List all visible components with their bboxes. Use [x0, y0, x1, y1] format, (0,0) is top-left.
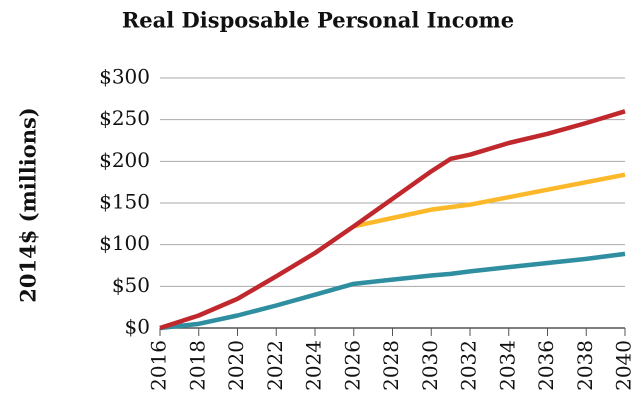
y-tick-label: $50: [112, 273, 150, 297]
x-tick-label: 2036: [534, 340, 558, 391]
line-series: [159, 251, 626, 331]
chart-title: Real Disposable Personal Income: [122, 8, 514, 33]
x-tick-label: 2030: [418, 340, 442, 391]
y-tick-label: $250: [99, 106, 150, 130]
y-tick-label: $0: [125, 315, 150, 339]
x-tick-label: 2032: [457, 340, 481, 391]
x-tick-label: 2024: [302, 340, 326, 391]
x-tick-label: 2026: [340, 340, 364, 391]
y-tick-label: $100: [99, 231, 150, 255]
x-tick-label: 2022: [263, 340, 287, 391]
y-axis-title: 2014$ (millions): [16, 107, 41, 302]
y-tick-label: $200: [99, 148, 150, 172]
y-tick-label: $300: [99, 65, 150, 89]
x-tick-label: 2034: [495, 340, 519, 391]
y-tick-label: $150: [99, 190, 150, 214]
line-series: [353, 172, 626, 229]
x-tick-label: 2038: [573, 340, 597, 391]
x-tick-label: 2020: [224, 340, 248, 391]
x-tick-label: 2028: [379, 340, 403, 391]
x-tick-label: 2016: [147, 340, 171, 391]
x-tick-label: 2018: [185, 340, 209, 391]
line-series: [159, 109, 626, 331]
x-tick-label: 2040: [612, 340, 636, 391]
